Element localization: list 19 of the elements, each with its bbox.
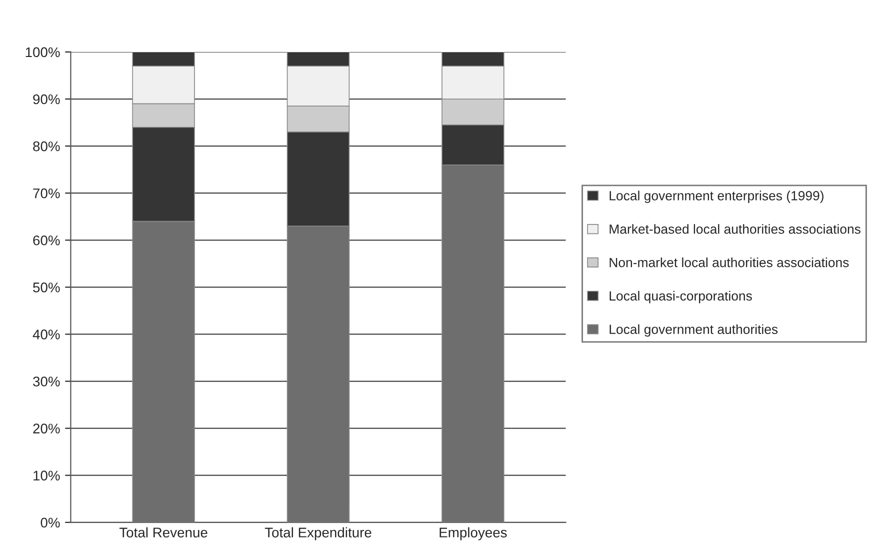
- y-tick-label: 40%: [32, 330, 60, 340]
- x-tick-label: Total Revenue: [119, 527, 208, 538]
- y-tick-label: 0%: [40, 518, 60, 528]
- x-tick-label: Employees: [440, 527, 507, 540]
- y-tick-label: 20%: [33, 424, 60, 434]
- y-tick-label: 70%: [33, 188, 60, 198]
- y-tick-label: 100%: [26, 47, 60, 58]
- y-tick-label: 90%: [33, 94, 60, 104]
- legend-label: Local quasi-corporations: [610, 290, 752, 304]
- x-tick-label: Total Expenditure: [264, 527, 372, 540]
- y-tick-label: 60%: [33, 235, 60, 246]
- legend-label: Non-market local authorities associations: [610, 258, 849, 268]
- y-tick-label: 80%: [33, 141, 60, 152]
- legend-label: Market-based local authorities associations: [610, 224, 860, 234]
- legend-label: Local government authorities: [610, 324, 778, 337]
- y-tick-label: 10%: [34, 470, 60, 481]
- y-tick-label: 30%: [33, 376, 60, 386]
- y-tick-label: 50%: [33, 282, 60, 292]
- legend-label: Local government enterprises (1999): [610, 190, 824, 203]
